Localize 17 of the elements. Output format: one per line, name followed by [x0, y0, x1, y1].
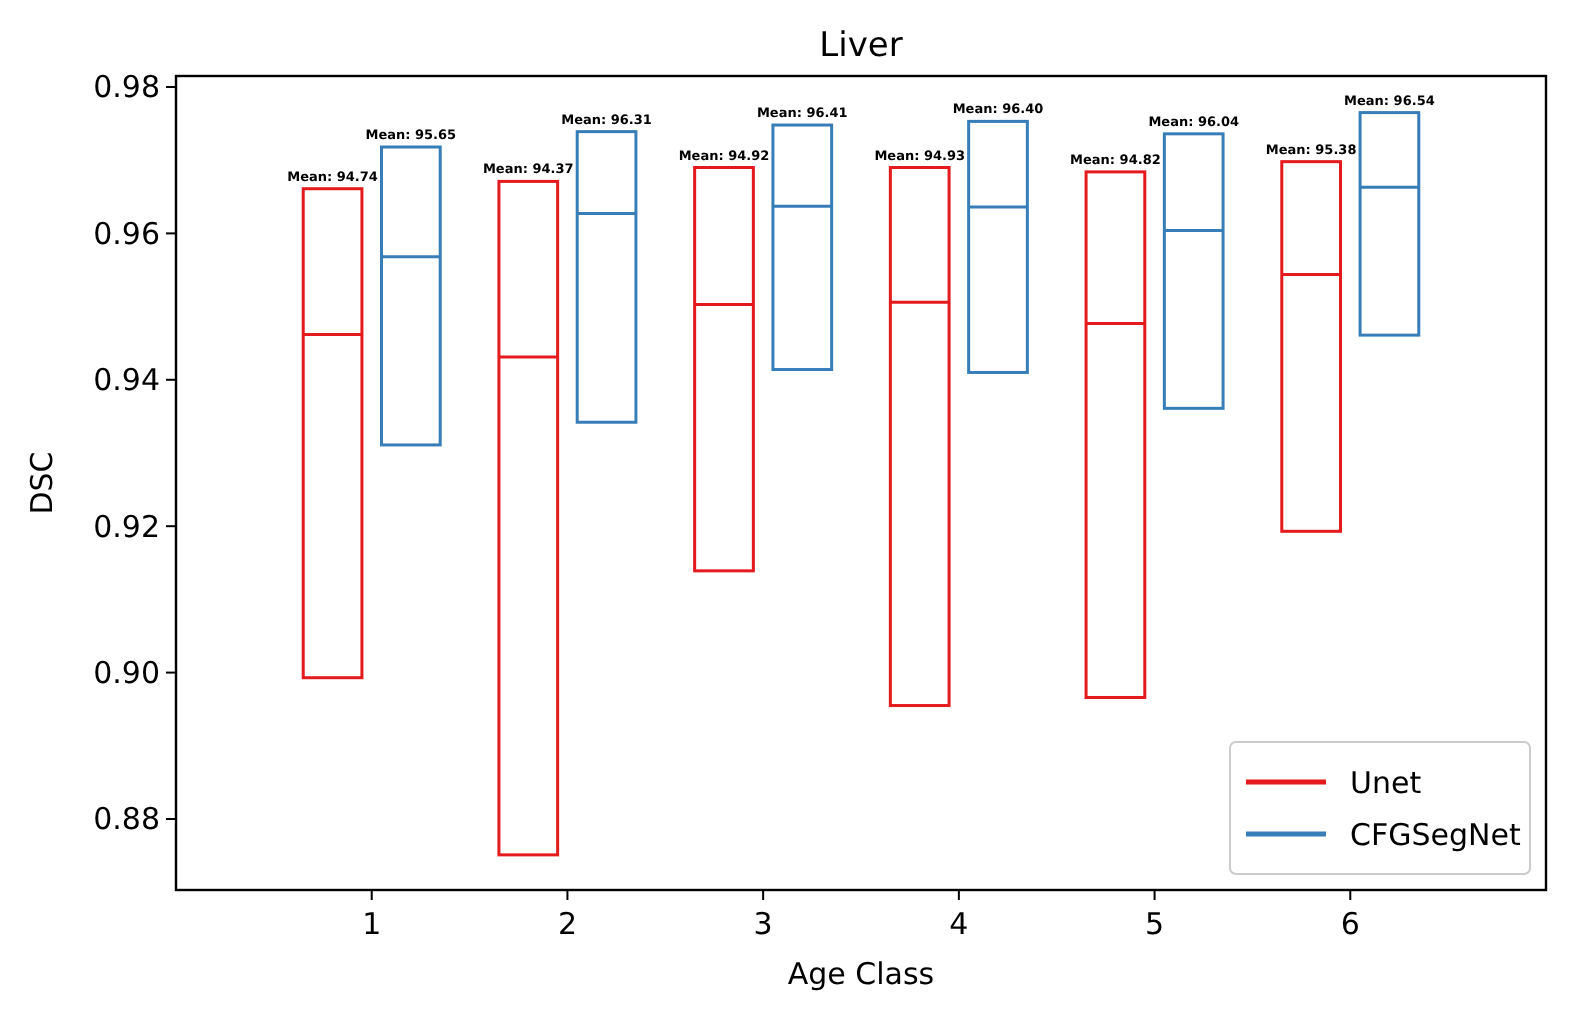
x-tick-label: 5 — [1145, 906, 1165, 942]
y-tick-label: 0.96 — [93, 215, 160, 252]
x-tick-label: 3 — [753, 906, 773, 942]
x-axis-title: Age Class — [787, 956, 935, 992]
y-tick-label: 0.88 — [93, 801, 160, 838]
y-tick-label: 0.92 — [93, 508, 160, 545]
x-tick-label: 4 — [949, 906, 969, 942]
legend-label: CFGSegNet — [1350, 816, 1521, 853]
chart-title: Liver — [819, 26, 903, 66]
y-tick-label: 0.94 — [93, 362, 160, 399]
y-tick-label: 0.90 — [93, 655, 160, 692]
y-axis-title: DSC — [24, 451, 60, 515]
x-tick-label: 2 — [557, 906, 577, 942]
x-tick-label: 1 — [362, 906, 382, 942]
y-tick-label: 0.98 — [93, 69, 160, 106]
x-tick-label: 6 — [1340, 906, 1360, 942]
legend-label: Unet — [1350, 764, 1422, 801]
